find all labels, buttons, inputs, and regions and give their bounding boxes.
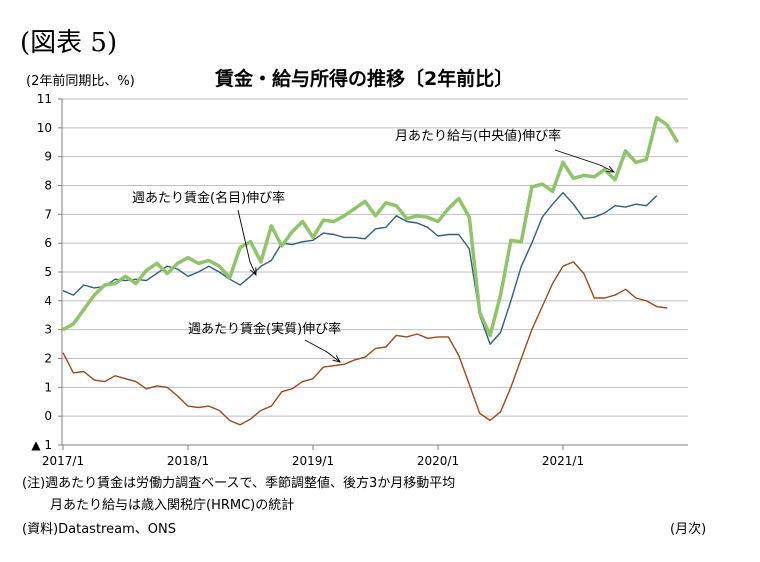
- x-tick-label: 2020/1: [417, 454, 459, 468]
- x-unit-label: (月次): [670, 522, 707, 537]
- x-tick-label: 2018/1: [167, 454, 209, 468]
- y-tick-label: ▲ 1: [31, 438, 52, 452]
- y-tick-label: 4: [44, 294, 52, 308]
- y-tick-label: 11: [37, 92, 52, 106]
- annotation-arrowhead-2: [249, 267, 257, 277]
- y-tick-label: 3: [44, 323, 52, 337]
- x-tick-label: 2017/1: [42, 454, 84, 468]
- figure-label: (図表 5): [20, 28, 118, 58]
- series-line-1: [62, 261, 668, 426]
- y-tick-label: 8: [44, 179, 52, 193]
- annotation-label-3: 週あたり賃金(実質)伸び率: [188, 321, 341, 337]
- y-tick-label: 6: [44, 236, 52, 250]
- source-label: (資料)Datastream、ONS: [22, 522, 176, 537]
- series-line-3: [62, 115, 680, 338]
- x-tick-label: 2021/1: [542, 454, 584, 468]
- y-tick-label: 10: [37, 121, 52, 135]
- x-tick-label: 2019/1: [292, 454, 334, 468]
- annotation-label-1: 月あたり給与(中央値)伸び率: [395, 128, 561, 144]
- y-tick-label: 5: [44, 265, 52, 279]
- y-tick-label: 1: [44, 380, 52, 394]
- y-tick-label: 0: [44, 409, 52, 423]
- annotation-leader-3: [304, 339, 341, 363]
- y-tick-label: 2: [44, 352, 52, 366]
- note-line-2: 月あたり給与は歳入関税庁(HRMC)の統計: [50, 498, 295, 513]
- annotation-leader-2: [237, 209, 257, 276]
- annotation-arrowhead-3: [332, 355, 341, 363]
- annotation-arrowhead-1: [606, 165, 616, 173]
- annotation-leader-1: [554, 149, 615, 173]
- y-unit-label: (2年前同期比、%): [26, 74, 135, 89]
- note-line-1: (注)週あたり賃金は労働力調査ベースで、季節調整値、後方3か月移動平均: [22, 476, 456, 491]
- annotation-label-2: 週あたり賃金(名目)伸び率: [132, 190, 285, 206]
- chart-title: 賃金・給与所得の推移〔2年前比〕: [215, 68, 514, 90]
- y-tick-label: 7: [44, 207, 52, 221]
- y-tick-label: 9: [44, 150, 52, 164]
